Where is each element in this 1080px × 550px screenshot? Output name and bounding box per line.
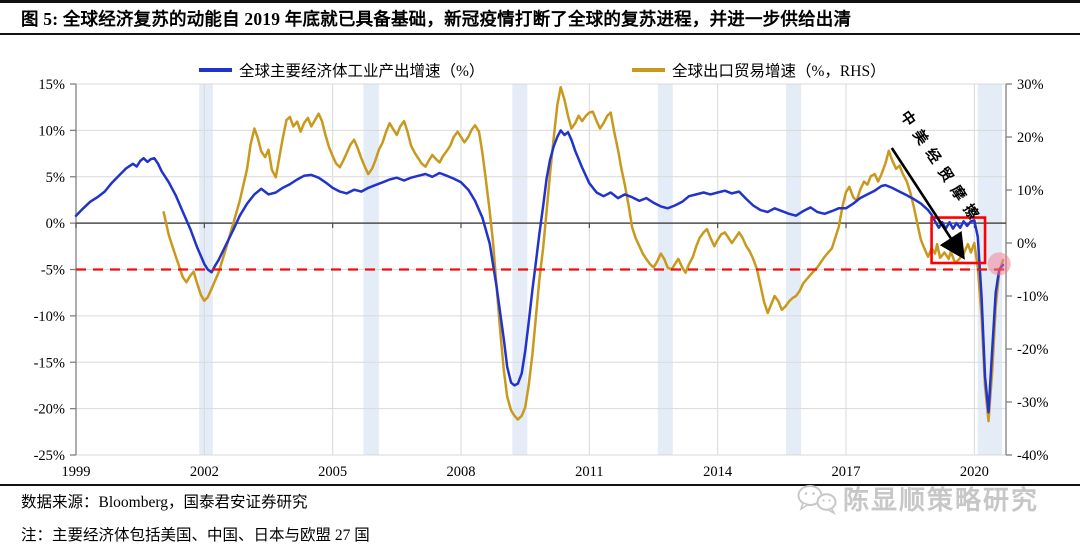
right-axis-tick: 20% bbox=[1017, 130, 1044, 146]
export-growth-line bbox=[162, 85, 1005, 423]
highlight-circle bbox=[987, 252, 1011, 276]
x-axis-tick: 2005 bbox=[318, 464, 347, 480]
x-axis-tick: 1999 bbox=[62, 464, 91, 480]
axis-tick-labels: 15% 10% 5% 0% -5% -10% -15% -20% -25% 30% 20% 10% 0%… bbox=[34, 77, 1049, 480]
figure-top-rule bbox=[0, 0, 1080, 3]
legend-label: 全球出口贸易增速（%，RHS） bbox=[672, 63, 886, 80]
legend-item-industrial: 全球主要经济体工业产出增速（%） bbox=[199, 61, 485, 80]
right-axis-tick: -40% bbox=[1017, 448, 1048, 464]
left-axis-tick: -25% bbox=[34, 448, 65, 464]
right-axis-tick: -10% bbox=[1017, 289, 1048, 305]
highlight-box bbox=[930, 216, 987, 265]
left-axis-tick: -10% bbox=[34, 309, 65, 325]
gridlines bbox=[76, 83, 1006, 456]
title-underline bbox=[0, 33, 1080, 35]
right-axis-tick: 10% bbox=[1017, 183, 1044, 199]
x-axis-tick: 2011 bbox=[575, 464, 603, 480]
trade-war-label: 中美经贸摩擦 bbox=[897, 107, 987, 229]
x-axis-tick: 2008 bbox=[447, 464, 476, 480]
footer-rule bbox=[0, 484, 1080, 486]
left-axis-tick: 5% bbox=[46, 170, 65, 186]
legend-item-exports: 全球出口贸易增速（%，RHS） bbox=[632, 61, 886, 80]
right-axis-tick: -20% bbox=[1017, 342, 1048, 358]
left-axis-tick: -5% bbox=[41, 263, 65, 279]
x-axis-tick: 2002 bbox=[190, 464, 219, 480]
left-axis-tick: 10% bbox=[38, 123, 65, 139]
source-text: 数据来源：Bloomberg，国泰君安证券研究 bbox=[21, 494, 308, 511]
legend-swatch-blue-line bbox=[199, 68, 232, 72]
x-axis-tick: 2014 bbox=[703, 464, 733, 480]
wechat-icon bbox=[797, 484, 837, 515]
left-axis-tick: -20% bbox=[34, 402, 65, 418]
watermark-text: 陈显顺策略研究 bbox=[843, 486, 1040, 515]
trade-war-arrow bbox=[890, 147, 965, 260]
left-axis-tick: -15% bbox=[34, 355, 65, 371]
note-text: 注：主要经济体包括美国、中国、日本与欧盟 27 国 bbox=[21, 527, 370, 544]
watermark: 陈显顺策略研究 bbox=[796, 480, 1039, 517]
x-axis-tick: 2017 bbox=[832, 464, 861, 480]
x-axis-tick: 2020 bbox=[960, 464, 989, 480]
left-axis-tick: 15% bbox=[38, 77, 65, 93]
right-axis-tick: 30% bbox=[1017, 77, 1044, 93]
legend-label: 全球主要经济体工业产出增速（%） bbox=[239, 63, 485, 80]
figure-title: 图 5: 全球经济复苏的动能自 2019 年底就已具备基础，新冠疫情打断了全球的… bbox=[21, 9, 852, 29]
legend-swatch-gold-line bbox=[632, 68, 665, 72]
right-axis-tick: -30% bbox=[1017, 395, 1048, 411]
industrial-production-line bbox=[74, 129, 1005, 414]
right-axis-tick: 0% bbox=[1017, 236, 1036, 252]
left-axis-tick: 0% bbox=[46, 216, 65, 232]
data-series bbox=[74, 85, 1005, 423]
